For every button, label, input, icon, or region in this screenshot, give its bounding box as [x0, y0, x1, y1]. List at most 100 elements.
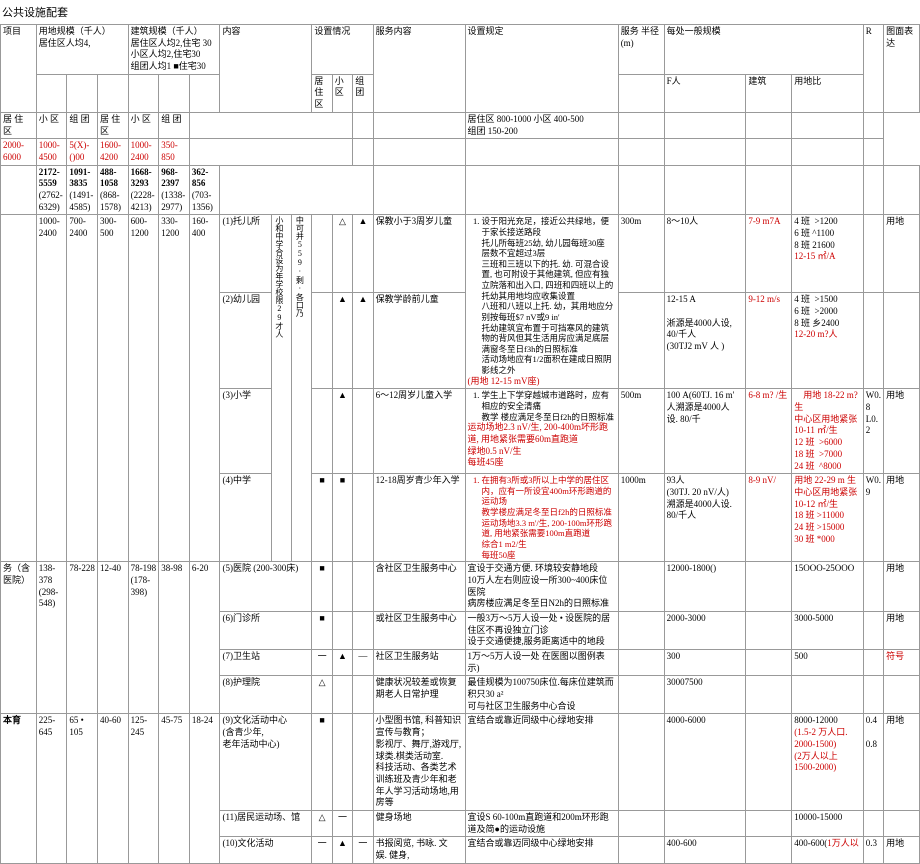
you-ppl: 12-15 A 淅源是4000人设, 40/千人 (30TJ2 mV 人 ) [664, 293, 746, 389]
yy-name: (5)医院 (200-300床) [220, 562, 312, 612]
tuo-note: 用地 [884, 215, 920, 293]
wh-land: 8000-12000(1.5-2 万人口. 2000-1500) (2万人以上 … [792, 714, 863, 811]
hdr-svc: 服务内容 [373, 25, 465, 113]
wz-s2: ▲ [332, 650, 352, 676]
radius-general: 居住区 800-1000 小区 400-500 组团 150-200 [465, 112, 618, 138]
xiao-radius: 500m [618, 389, 664, 474]
wz-note: 符号 [884, 650, 920, 676]
xiao-land: 用地 18-22 m?生 中心区用地紧张 10-11 ㎡/生 12 班 >600… [792, 389, 863, 474]
sub-bjzq: 居 住 区 [97, 112, 128, 138]
yy-s1: ■ [312, 562, 332, 612]
jm-s2: 一 [332, 810, 352, 836]
edu-l2: 700-2400 [67, 215, 98, 562]
yy-svc: 含社区卫生服务中心 [373, 562, 465, 612]
whhd-s1: 一 [312, 837, 332, 863]
sub-bzt: 组 团 [159, 112, 190, 138]
tuo-radius: 300m [618, 215, 664, 293]
main-table: 项目 用地规模（千人）居住区人均4, 建筑规模（千人）居住区人均2,住宅 30 … [0, 24, 920, 864]
ls-jzq: 2000-6000 [1, 139, 37, 165]
ls2-jzq: 2172-5559(2762-6329) [36, 165, 67, 215]
zhong-radius: 1000m [618, 474, 664, 562]
med-l2: 78-228 [67, 562, 98, 714]
wh-r: 0.4 0.8 [863, 714, 883, 811]
wh-svc: 小型图书馆, 科普知识宣传与教育； 影视厅、舞厅,游戏厅,球类.棋类活动室. 科… [373, 714, 465, 811]
sub-jzq: 居 住 区 [1, 112, 37, 138]
cul-l3: 40-60 [97, 714, 128, 863]
whhd-s2: ▲ [332, 837, 352, 863]
wh-s1: ■ [312, 714, 332, 811]
edu-l1: 1000-2400 [36, 215, 67, 562]
hl-svc: 健康状况较差或恢复期老人日常护理 [373, 676, 465, 714]
zhong-s2: ■ [332, 474, 352, 562]
jm-land: 10000-15000 [792, 810, 863, 836]
whhd-note: 用地 [884, 837, 920, 863]
you-s2: ▲ [353, 293, 373, 389]
wz-s1: 一 [312, 650, 332, 676]
you-land: 4 班 >1500 6 班 >2000 8 班 乡240012-20 m?人 [792, 293, 863, 389]
hdr-s1: 居住区 [312, 74, 332, 112]
xiao-r: W0.8L0.2 [863, 389, 883, 474]
hdr-fland: 用地比 [792, 74, 863, 112]
whhd-land: 400-600(1万人以 [792, 837, 863, 863]
hdr-s2: 小区 [332, 74, 352, 112]
hdr-project: 项目 [1, 25, 37, 113]
tuo-s2: ▲ [353, 215, 373, 293]
hdr-radius: 服务 半径(m) [618, 25, 664, 75]
ls-bxq: 1000-2400 [128, 139, 159, 165]
med-l5: 38-98 [159, 562, 190, 714]
ls-zt: 5(X)-()00 [67, 139, 98, 165]
cul-l1: 225-645 [36, 714, 67, 863]
wz-rules: 1万〜5万人设一处 在医图以图例表示) [465, 650, 618, 676]
zhong-svc: 12-18周岁青少年入学 [373, 474, 465, 562]
xiao-name: (3)小学 [220, 389, 271, 474]
jm-rules: 宜设S 60-100m直跑道和200m环形跑道及简●的运动设施 [465, 810, 618, 836]
hl-s1: △ [312, 676, 332, 714]
hdr-rules: 设置规定 [465, 25, 618, 113]
jm-name: (11)居民运动场、馆 [220, 810, 312, 836]
whhd-rules: 宜结合或靠迈同级中心绿地安排 [465, 837, 618, 863]
mz-s1: ■ [312, 611, 332, 649]
zhong-bldg: 8-9 nV/ [746, 474, 792, 562]
yy-note: 用地 [884, 562, 920, 612]
mz-rules: 一般3万〜5万人设一处 • 设医院的居住区不再设独立门诊 设于交通便捷,服务距离… [465, 611, 618, 649]
ls-xq: 1000-4500 [36, 139, 67, 165]
mz-note: 用地 [884, 611, 920, 649]
you-bldg: 9-12 m/s [746, 293, 792, 389]
hdr-fppl: F人 [664, 74, 746, 112]
ls2-bxq: 968-2397(1338-2977) [159, 165, 190, 215]
zhong-rules: 在拥有3所或3所以上中学的居住区内，应有一所设宜400m环形跑道的运动场 教学楼… [465, 474, 618, 562]
med-l1: 138-378(298-548) [36, 562, 67, 714]
cul-l5: 45-75 [159, 714, 190, 863]
ls2-bzt: 362-856(703-1356) [189, 165, 220, 215]
wz-svc: 社区卫生服务站 [373, 650, 465, 676]
xiao-rules: 学生上下学穿越城市道路时，应有相应的安全清痛 教学 楼应满足冬至日f2h的日照标… [465, 389, 618, 474]
hdr-land: 用地规模（千人）居住区人均4, [36, 25, 128, 75]
xiao-bldg: 6-8 m? /生 [746, 389, 792, 474]
whhd-s3: 一 [353, 837, 373, 863]
whhd-r: 0.3 [863, 837, 883, 863]
page-title: 公共设施配套 [0, 0, 920, 24]
yy-ppl: 12000-1800() [664, 562, 746, 612]
tuo-bldg: 7-9 m7A [746, 215, 792, 293]
xiao-note: 用地 [884, 389, 920, 474]
whhd-name: (10)文化活动 [220, 837, 312, 863]
edu-l5: 330-1200 [159, 215, 190, 562]
zhong-ppl: 93人 (30TJ. 20 nV/人) 溯源是4000人设. 80/千人 [664, 474, 746, 562]
you-name: (2)幼儿园 [220, 293, 271, 389]
edu-l6: 160-400 [189, 215, 220, 562]
tuo-svc: 保教小于3周岁儿童 [373, 215, 465, 293]
hdr-content: 内容 [220, 25, 312, 113]
hdr-s3: 组团 [353, 74, 373, 112]
hdr-r: R [863, 25, 883, 113]
zhong-land: 用地 22-29 m 生 中心区用地紧张 10-12 ㎡/生 18 班 >110… [792, 474, 863, 562]
mz-ppl: 2000-3000 [664, 611, 746, 649]
med-l3: 12-40 [97, 562, 128, 714]
hdr-setting: 设置情况 [312, 25, 373, 75]
hl-rules: 最佳规模为100750床位.每床位建筑而积只30 a² 可与社区卫生服务中心合设 [465, 676, 618, 714]
you-svc: 保教学龄前儿童 [373, 293, 465, 389]
hdr-scale: 每处一般规模 [664, 25, 863, 75]
zhong-r: W0.9 [863, 474, 883, 562]
med-l6: 6-20 [189, 562, 220, 714]
jm-svc: 健身场地 [373, 810, 465, 836]
wh-note: 用地 [884, 714, 920, 811]
